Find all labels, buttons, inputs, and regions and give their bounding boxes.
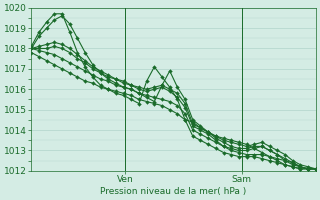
X-axis label: Pression niveau de la mer( hPa ): Pression niveau de la mer( hPa ) [100, 187, 247, 196]
